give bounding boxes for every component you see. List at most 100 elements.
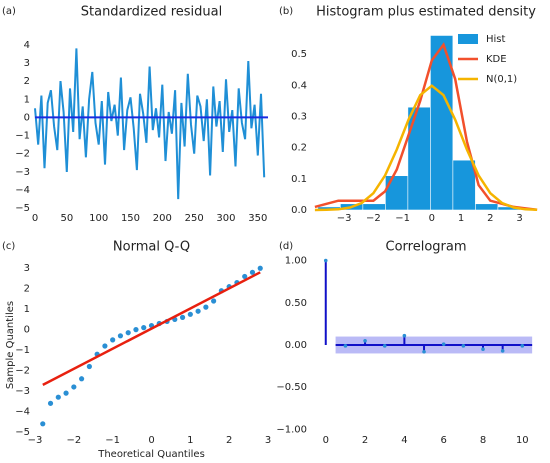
qq-point	[203, 304, 209, 310]
y-tick-label: 1	[24, 94, 30, 105]
qq-point	[117, 333, 124, 339]
x-tick-label: 2	[487, 213, 493, 224]
y-tick-label: 0.3	[291, 112, 307, 123]
stem-marker	[500, 349, 505, 353]
hist-bar	[430, 35, 454, 211]
x-tick-label: 10	[516, 435, 529, 446]
hist-bar	[362, 203, 386, 211]
stem-marker	[363, 338, 367, 343]
x-tick-label: −1	[395, 213, 410, 224]
y-tick-label: 1	[24, 304, 30, 315]
legend-label: Hist	[486, 34, 506, 45]
chart-title: Normal Q-Q	[113, 240, 190, 255]
legend-swatch	[458, 34, 478, 44]
x-tick-label: 300	[216, 213, 235, 224]
qq-point	[86, 363, 92, 370]
x-tick-label: 3	[516, 213, 522, 224]
x-tick-label: 0	[32, 213, 38, 224]
qq-point	[187, 311, 193, 317]
x-axis-label: Theoretical Quantiles	[97, 449, 205, 460]
x-tick-label: −2	[366, 213, 381, 224]
y-tick-label: 0	[24, 325, 30, 336]
y-tick-label: 2	[24, 284, 30, 295]
qq-point	[249, 269, 256, 275]
stem-marker	[461, 344, 466, 348]
density-line	[314, 42, 538, 211]
stem-marker	[441, 342, 446, 346]
x-tick-label: 0	[429, 213, 435, 224]
y-tick-label: −1	[15, 345, 30, 356]
qq-point	[79, 376, 85, 382]
panel-label: (b)	[279, 6, 293, 17]
x-tick-label: 2	[362, 435, 368, 446]
hist-bar	[407, 106, 431, 211]
panel-label: (c)	[2, 241, 15, 252]
qq-point	[63, 390, 69, 396]
y-tick-label: 3	[24, 58, 30, 69]
y-axis-label: Sample Quantiles	[5, 301, 16, 389]
stem-marker	[343, 344, 348, 348]
x-tick-label: 150	[121, 213, 140, 224]
x-tick-label: −1	[105, 435, 120, 446]
hist-bar	[475, 203, 499, 211]
x-tick-label: 250	[185, 213, 204, 224]
legend-label: KDE	[486, 54, 507, 65]
y-tick-label: −0.50	[276, 382, 307, 393]
x-tick-label: 4	[401, 435, 407, 446]
x-tick-label: −3	[337, 213, 352, 224]
y-tick-label: −5	[15, 203, 30, 214]
y-tick-label: 4	[24, 40, 30, 51]
x-tick-label: 50	[60, 213, 73, 224]
y-tick-label: −1	[15, 131, 30, 142]
y-tick-label: 0.00	[285, 340, 307, 351]
y-tick-label: 0.2	[291, 143, 307, 154]
qq-point	[47, 400, 54, 406]
qq-point	[40, 421, 46, 427]
x-tick-label: 3	[265, 435, 271, 446]
qq-point	[211, 298, 217, 304]
qq-point	[195, 308, 201, 314]
stem-marker	[422, 349, 426, 354]
x-tick-label: 1	[187, 435, 193, 446]
y-tick-label: 3	[24, 263, 30, 274]
stem-marker	[402, 333, 407, 338]
qq-point	[110, 337, 116, 343]
y-tick-label: −4	[15, 407, 30, 418]
hist-bar	[452, 159, 476, 211]
chart-title: Histogram plus estimated density	[316, 5, 536, 20]
legend-label: N(0,1)	[486, 74, 517, 85]
x-tick-label: 350	[248, 213, 267, 224]
x-tick-label: 100	[89, 213, 108, 224]
qq-point	[141, 325, 147, 331]
qq-point	[125, 330, 131, 336]
qq-point	[179, 314, 186, 320]
y-tick-label: −3	[15, 386, 30, 397]
residual-line	[34, 48, 266, 200]
x-tick-label: 8	[480, 435, 486, 446]
qq-point	[242, 273, 248, 280]
stem-marker	[481, 347, 485, 352]
fit-line	[42, 271, 261, 387]
y-tick-label: 1.00	[285, 256, 307, 267]
panel-label: (d)	[279, 241, 293, 252]
panel-label: (a)	[2, 6, 16, 17]
y-tick-label: −5	[15, 427, 30, 438]
x-tick-label: 6	[441, 435, 447, 446]
y-tick-label: 0.5	[291, 49, 307, 60]
y-tick-label: 0	[24, 112, 30, 123]
y-tick-label: −2	[15, 366, 30, 377]
qq-point	[102, 343, 108, 349]
qq-point	[257, 265, 263, 271]
y-tick-label: −4	[15, 185, 30, 196]
x-tick-label: 1	[458, 213, 464, 224]
y-tick-label: 0.50	[285, 298, 307, 309]
x-tick-label: −3	[28, 435, 43, 446]
y-tick-label: −3	[15, 167, 30, 178]
stem-marker	[382, 344, 387, 348]
density-line	[314, 84, 538, 212]
y-tick-label: 0.4	[291, 80, 307, 91]
chart-title: Standardized residual	[81, 5, 222, 20]
x-tick-label: 200	[153, 213, 172, 224]
y-tick-label: 0.1	[291, 174, 307, 185]
